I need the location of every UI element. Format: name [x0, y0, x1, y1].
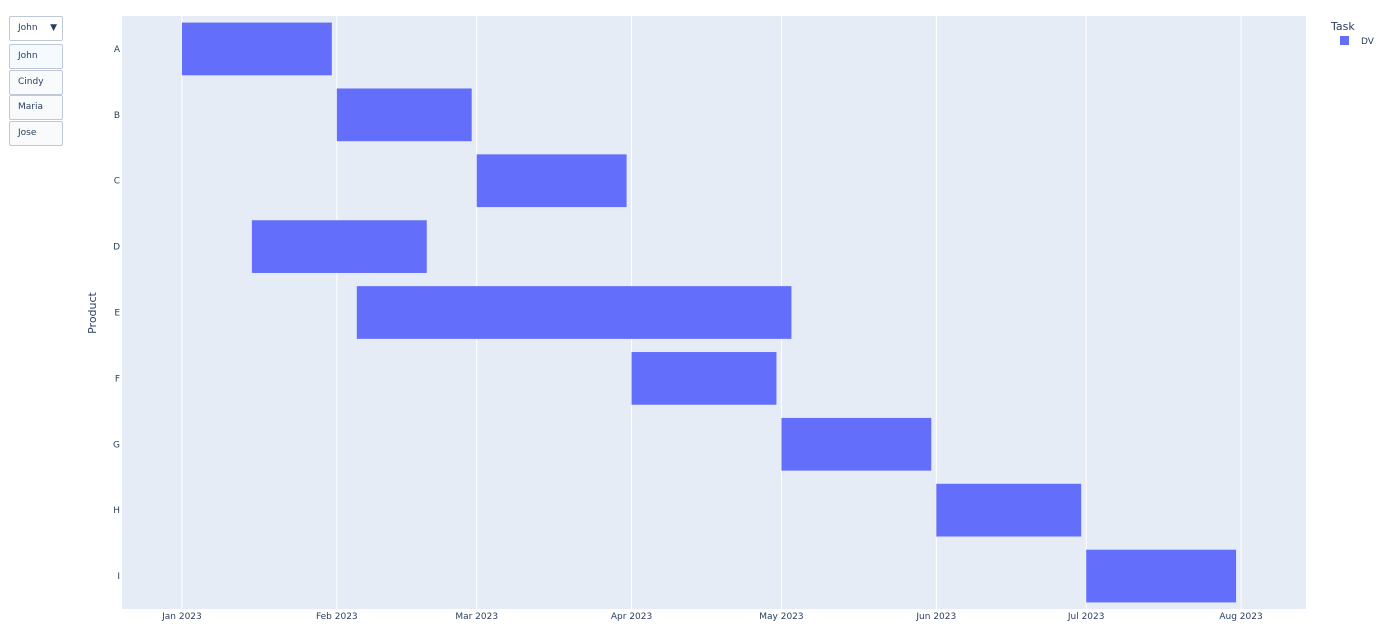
task-bar-i[interactable]: [1086, 549, 1237, 603]
task-bar-g[interactable]: [781, 417, 932, 471]
y-tick-label: D: [113, 243, 120, 253]
task-bar-c[interactable]: [476, 154, 627, 208]
triangle-down-icon: ▼: [50, 23, 57, 33]
task-bar-h[interactable]: [936, 483, 1082, 537]
y-tick-label: I: [117, 572, 120, 582]
y-axis-title: Product: [86, 291, 99, 333]
y-tick-label: C: [114, 177, 120, 187]
y-tick-label: G: [113, 440, 120, 450]
task-bar-a[interactable]: [181, 22, 332, 76]
y-tick-label: F: [115, 374, 120, 384]
task-bar-d[interactable]: [251, 220, 427, 273]
y-tick-label: E: [114, 309, 120, 319]
task-bar-f[interactable]: [631, 352, 777, 405]
x-tick-label: Jul 2023: [1067, 612, 1105, 622]
user-dropdown[interactable]: John ▼: [9, 16, 63, 41]
task-bar-b[interactable]: [336, 88, 472, 142]
dropdown-option-john[interactable]: John: [9, 44, 63, 69]
legend-item-label: DV: [1361, 37, 1375, 47]
dropdown-option-maria[interactable]: Maria: [9, 95, 63, 120]
y-tick-label: A: [114, 45, 121, 55]
x-tick-label: Apr 2023: [611, 612, 652, 622]
x-tick-label: Jun 2023: [915, 612, 956, 622]
x-tick-label: Mar 2023: [455, 612, 498, 622]
y-tick-label: B: [114, 111, 120, 121]
dropdown-option-cindy[interactable]: Cindy: [9, 70, 63, 95]
legend[interactable]: Task DV: [1330, 20, 1375, 47]
y-tick-label: H: [113, 506, 120, 516]
user-dropdown-selected: John: [18, 23, 38, 33]
x-tick-label: Feb 2023: [316, 612, 358, 622]
x-tick-label: May 2023: [759, 612, 803, 622]
legend-title: Task: [1330, 20, 1355, 33]
x-tick-label: Aug 2023: [1219, 612, 1262, 622]
x-tick-label: Jan 2023: [161, 612, 202, 622]
legend-swatch: [1340, 36, 1349, 45]
dropdown-option-jose[interactable]: Jose: [9, 121, 63, 146]
y-tick-labels: A B C D E F G H I: [113, 45, 121, 582]
x-tick-labels: Jan 2023 Feb 2023 Mar 2023 Apr 2023 May 2023…: [161, 612, 1263, 622]
bars: [181, 22, 1237, 603]
task-bar-e[interactable]: [356, 286, 792, 339]
